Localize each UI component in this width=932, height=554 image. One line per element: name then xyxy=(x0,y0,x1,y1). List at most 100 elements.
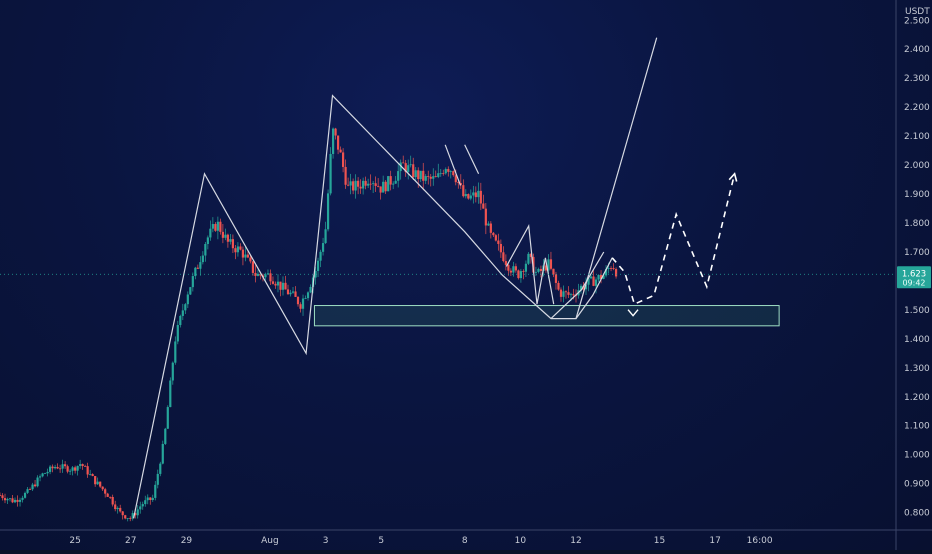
candle-body xyxy=(241,249,245,258)
candle-body xyxy=(602,275,605,279)
trend-line-drawing[interactable] xyxy=(505,223,555,305)
candle-body xyxy=(374,183,377,186)
drawing-tools[interactable] xyxy=(133,37,780,519)
candle-body xyxy=(449,171,452,172)
candle-body xyxy=(454,175,457,183)
y-tick-label: 1.300 xyxy=(904,364,930,374)
candle-body xyxy=(529,253,533,257)
candle-body xyxy=(437,173,440,178)
candle-body xyxy=(336,135,340,150)
candle-body xyxy=(587,278,590,285)
projection-path-dashed[interactable] xyxy=(611,173,736,306)
y-tick-label: 2.300 xyxy=(904,74,930,84)
candle-body xyxy=(291,291,295,293)
candle-body xyxy=(492,232,495,236)
candle-body xyxy=(199,262,202,269)
candle-body xyxy=(594,279,598,286)
candle-body xyxy=(61,464,64,469)
candle-body xyxy=(181,310,184,316)
candle-body xyxy=(527,253,530,264)
candle-body xyxy=(174,341,177,363)
candle-body xyxy=(144,500,147,505)
candle-body xyxy=(314,270,317,278)
candle-body xyxy=(96,481,99,485)
candle-body xyxy=(442,173,445,175)
candle-body xyxy=(512,266,515,273)
candle-body xyxy=(589,276,593,279)
candle-body xyxy=(266,273,270,275)
current-price-badge xyxy=(897,266,931,289)
candle-body xyxy=(474,192,477,198)
candle-body xyxy=(447,169,450,172)
trend-line-drawing[interactable] xyxy=(575,257,613,319)
y-tick-label: 2.400 xyxy=(904,45,930,55)
candle-body xyxy=(364,180,367,186)
candle-body xyxy=(392,183,395,185)
candle-body xyxy=(482,203,485,209)
candle-body xyxy=(189,287,192,295)
candle-body xyxy=(316,260,320,271)
candle-body xyxy=(121,511,124,516)
candle-body xyxy=(599,275,603,279)
dip-arrowhead xyxy=(627,309,639,317)
candle-body xyxy=(53,466,57,469)
candle-body xyxy=(372,183,375,185)
trend-line-drawing[interactable] xyxy=(550,251,605,320)
candle-body xyxy=(38,476,42,478)
candle-body xyxy=(412,164,415,178)
candle-body xyxy=(304,298,307,299)
candle-body xyxy=(0,495,2,497)
candle-body xyxy=(236,246,240,253)
candle-body xyxy=(549,259,553,269)
y-tick-label: 2.000 xyxy=(904,161,930,171)
candle-body xyxy=(354,180,357,191)
candle-body xyxy=(419,170,422,180)
candle-body xyxy=(321,243,325,252)
support-zone-rectangle[interactable] xyxy=(313,305,780,327)
candle-body xyxy=(76,465,79,471)
candle-body xyxy=(299,304,302,309)
candle-body xyxy=(171,362,174,381)
current-price-value: 1.623 xyxy=(902,269,926,279)
x-tick-label: 8 xyxy=(462,536,468,546)
candle-body xyxy=(532,256,535,273)
candle-body xyxy=(84,466,87,467)
candle-body xyxy=(194,267,197,277)
candle-body xyxy=(306,292,310,299)
candle-body xyxy=(191,276,194,288)
candle-body xyxy=(184,304,187,311)
candle-body xyxy=(214,224,217,231)
trend-line-drawing[interactable] xyxy=(464,144,480,175)
candle-body xyxy=(156,473,159,485)
candle-body xyxy=(159,463,162,474)
candle-body xyxy=(71,467,74,471)
trend-line-drawing[interactable] xyxy=(133,37,658,519)
candle-body xyxy=(362,180,365,189)
candle-body xyxy=(204,243,207,256)
candle-body xyxy=(296,296,300,305)
candle-body xyxy=(1,495,4,499)
x-tick-label: 29 xyxy=(181,536,193,546)
y-tick-label: 2.100 xyxy=(904,132,930,142)
candle-body xyxy=(59,468,62,470)
candle-body xyxy=(86,466,89,475)
candle-body xyxy=(477,190,480,198)
candle-body xyxy=(584,284,588,290)
candle-body xyxy=(464,194,467,197)
candle-body xyxy=(614,269,618,277)
candle-body xyxy=(344,166,347,185)
candle-body xyxy=(444,169,447,174)
x-tick-label: Aug xyxy=(261,536,279,546)
candle-body xyxy=(509,270,512,273)
candle-body xyxy=(234,248,237,253)
candle-body xyxy=(414,170,417,178)
candle-body xyxy=(136,509,139,516)
candle-body xyxy=(467,194,470,199)
candle-body xyxy=(422,170,425,181)
trend-line-drawing[interactable] xyxy=(444,144,462,186)
x-tick-label: 25 xyxy=(69,536,80,546)
candle-body xyxy=(254,272,257,276)
